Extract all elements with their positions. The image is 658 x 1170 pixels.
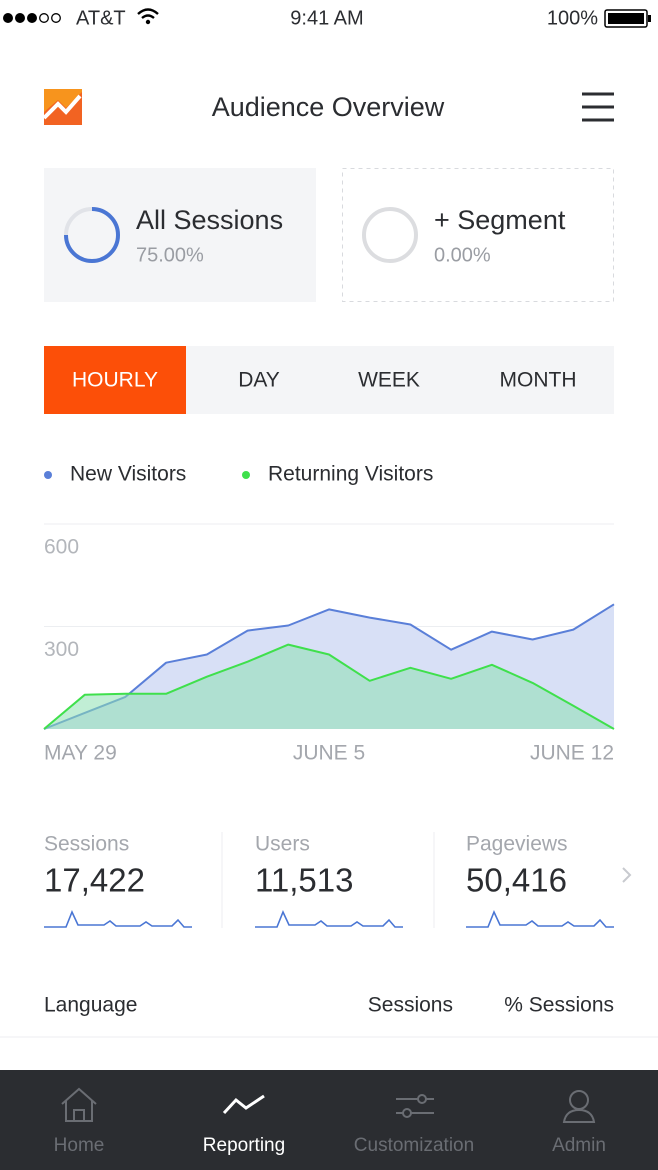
y-tick-label: 300 bbox=[44, 638, 79, 661]
tab[interactable]: WEEK bbox=[358, 369, 420, 392]
tab-bar-label[interactable]: Home bbox=[54, 1135, 105, 1156]
tab-bar bbox=[0, 1070, 658, 1170]
column-header: Sessions bbox=[368, 994, 453, 1017]
reporting-icon bbox=[222, 1094, 265, 1115]
slider-knob bbox=[402, 1108, 412, 1118]
page-title: Audience Overview bbox=[212, 92, 445, 122]
legend-dot bbox=[44, 471, 52, 479]
wifi-icon bbox=[137, 8, 159, 19]
segment-value: 0.00% bbox=[434, 244, 491, 266]
tab[interactable]: DAY bbox=[238, 369, 280, 392]
stat-label: Users bbox=[255, 833, 310, 856]
tab-active-bg bbox=[44, 346, 186, 414]
stat-value: 17,422 bbox=[44, 862, 145, 899]
add-segment-card[interactable]: + Segment 0.00% bbox=[342, 168, 614, 302]
battery-tip bbox=[648, 15, 651, 22]
tab-label: WEEK bbox=[358, 369, 420, 392]
legend-label: New Visitors bbox=[70, 463, 186, 486]
tab-bar-label[interactable]: Customization bbox=[354, 1135, 474, 1156]
stat[interactable]: Pageviews 50,416 bbox=[466, 833, 614, 928]
home-icon bbox=[61, 1087, 97, 1122]
admin-icon-body bbox=[562, 1108, 596, 1123]
battery bbox=[604, 9, 648, 28]
stat-value: 50,416 bbox=[466, 862, 567, 899]
segment-title: + Segment bbox=[434, 205, 566, 235]
legend-label: Returning Visitors bbox=[268, 463, 433, 486]
signal bbox=[3, 13, 61, 23]
legend-dot bbox=[242, 471, 250, 479]
sparkline bbox=[44, 909, 192, 928]
series-area bbox=[44, 644, 614, 729]
segment-title: All Sessions bbox=[136, 205, 283, 235]
sparkline bbox=[255, 909, 403, 928]
carrier: AT&T bbox=[76, 7, 126, 29]
x-tick-label: MAY 29 bbox=[44, 742, 117, 765]
column-header: Language bbox=[44, 994, 137, 1017]
next-arrow[interactable] bbox=[622, 867, 632, 883]
stat-label: Pageviews bbox=[466, 833, 568, 856]
x-tick-label: JUNE 5 bbox=[293, 742, 365, 765]
x-tick-label: JUNE 12 bbox=[530, 742, 614, 765]
segment-value: 75.00% bbox=[136, 244, 204, 266]
y-tick-label: 600 bbox=[44, 536, 79, 559]
stat[interactable]: Users 11,513 bbox=[255, 833, 403, 928]
segment-card[interactable]: All Sessions 75.00% bbox=[44, 168, 316, 302]
logo bbox=[42, 89, 82, 125]
stat-value: 11,513 bbox=[255, 862, 353, 899]
stat-label: Sessions bbox=[44, 833, 129, 856]
tab-label: HOURLY bbox=[72, 369, 158, 392]
tab-bar-label[interactable]: Admin bbox=[552, 1135, 606, 1156]
tab-bar-label[interactable]: Reporting bbox=[203, 1135, 285, 1156]
menu-button[interactable] bbox=[578, 88, 618, 128]
column-header: % Sessions bbox=[504, 994, 614, 1017]
series-line bbox=[43, 603, 615, 730]
slider-knob bbox=[417, 1094, 427, 1104]
tab[interactable]: HOURLY bbox=[44, 346, 186, 414]
battery-fill bbox=[608, 13, 644, 24]
stat[interactable]: Sessions 17,422 bbox=[44, 833, 192, 928]
sparkline bbox=[466, 909, 614, 928]
tab-label: DAY bbox=[238, 369, 280, 392]
battery-level: 100% bbox=[547, 7, 598, 29]
tab[interactable]: MONTH bbox=[500, 369, 577, 392]
clock: 9:41 AM bbox=[290, 7, 363, 29]
series-line bbox=[43, 643, 615, 730]
tab-label: MONTH bbox=[500, 369, 577, 392]
wifi-dot bbox=[145, 19, 151, 25]
